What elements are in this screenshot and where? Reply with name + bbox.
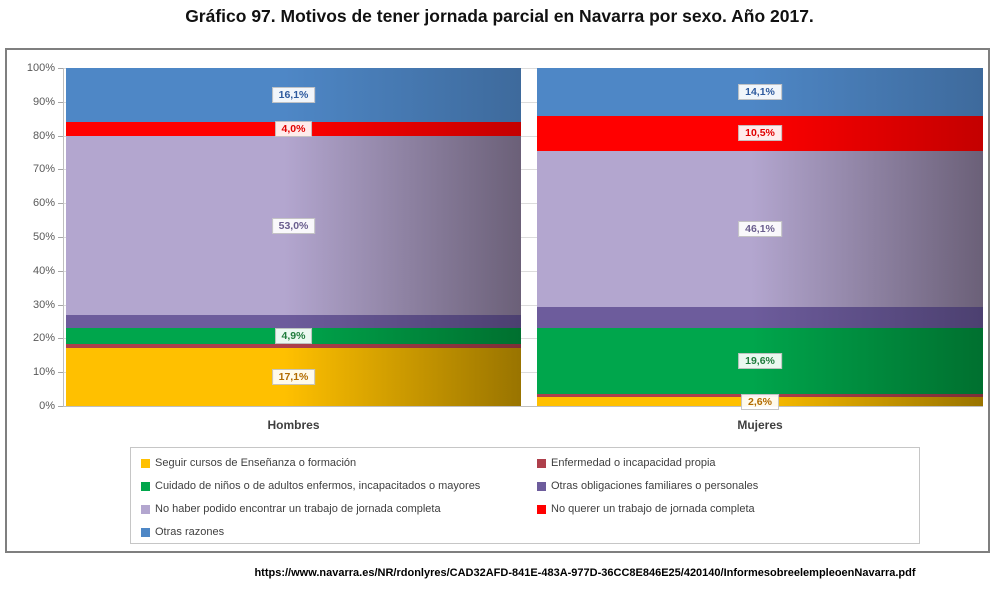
bar-segment: [66, 315, 521, 328]
legend-label: Otras razones: [155, 526, 225, 538]
legend-item: No haber podido encontrar un trabajo de …: [141, 501, 441, 517]
y-axis-tick: [58, 237, 63, 238]
legend-item: Seguir cursos de Enseñanza o formación: [141, 455, 356, 471]
legend-label: Enfermedad o incapacidad propia: [551, 457, 716, 469]
legend: Seguir cursos de Enseñanza o formación En…: [130, 447, 920, 544]
legend-item: No querer un trabajo de jornada completa: [537, 501, 755, 517]
bar-segment: [66, 344, 521, 349]
y-axis-label: 50%: [32, 231, 55, 243]
legend-swatch: [141, 504, 150, 514]
y-axis-tick: [58, 203, 63, 205]
y-axis-tick: [58, 406, 63, 407]
legend-item: Cuidado de niños o de adultos enfermos, …: [141, 478, 480, 494]
legend-swatch: [141, 527, 150, 537]
data-label: 2,6%: [741, 393, 779, 410]
legend-swatch: [141, 458, 150, 468]
y-axis-tick: [58, 372, 63, 374]
legend-swatch: [537, 504, 546, 514]
y-axis-label: 90%: [32, 95, 55, 108]
x-axis-label: Hombres: [267, 418, 320, 432]
legend-swatch: [537, 481, 546, 491]
y-axis-label: 10%: [32, 366, 55, 379]
legend-swatch: [141, 481, 150, 491]
axis-line: [63, 406, 983, 407]
data-label: 19,6%: [738, 352, 782, 369]
x-axis-label: Mujeres: [737, 418, 783, 432]
gridline: [64, 135, 983, 137]
legend-item: Otras razones: [141, 524, 224, 540]
legend-label: Cuidado de niños o de adultos enfermos, …: [155, 480, 481, 492]
data-label: 4,0%: [274, 121, 313, 138]
y-axis-tick: [58, 101, 63, 103]
chart-frame: 0% 10% 20% 30% 40% 50% 60% 70% 80% 90% 100% 17,1% 4,…: [5, 48, 990, 553]
legend-label: No haber podido encontrar un trabajo de …: [155, 503, 441, 515]
legend-label: No querer un trabajo de jornada completa: [551, 503, 755, 515]
data-label: 16,1%: [271, 87, 316, 104]
y-axis-label: 30%: [32, 298, 55, 311]
gridline: [64, 101, 983, 103]
data-label: 10,5%: [738, 125, 782, 142]
legend-item: Enfermedad o incapacidad propia: [537, 455, 716, 471]
y-axis-label: 70%: [32, 163, 55, 176]
y-axis-tick: [58, 338, 63, 340]
gridline: [64, 68, 983, 69]
source-url: https://www.navarra.es/NR/rdonlyres/CAD3…: [254, 567, 916, 579]
y-axis-label: 0%: [39, 400, 55, 412]
y-axis-label: 80%: [32, 129, 55, 142]
data-label: 17,1%: [271, 369, 316, 386]
y-axis-label: 100%: [26, 62, 55, 74]
y-axis-tick: [58, 270, 63, 272]
gridline: [64, 169, 983, 171]
gridline: [64, 203, 983, 205]
chart-title: Gráfico 97. Motivos de tener jornada par…: [185, 6, 814, 26]
gridline: [64, 304, 983, 306]
y-axis-label: 60%: [32, 197, 55, 210]
axis-line: [63, 68, 64, 407]
y-axis-tick: [58, 169, 63, 171]
y-axis-tick: [58, 304, 63, 306]
bar-segment: [537, 306, 983, 328]
legend-label: Seguir cursos de Enseñanza o formación: [155, 457, 357, 469]
data-label: 53,0%: [271, 217, 316, 234]
legend-swatch: [537, 458, 546, 468]
data-label: 14,1%: [738, 83, 782, 100]
y-axis-label: 40%: [32, 264, 55, 277]
gridline: [64, 338, 983, 340]
legend-item: Otras obligaciones familiares o personal…: [537, 478, 758, 494]
legend-label: Otras obligaciones familiares o personal…: [551, 480, 759, 492]
y-axis-tick: [58, 68, 63, 69]
data-label: 46,1%: [738, 221, 782, 238]
y-axis-label: 20%: [32, 332, 55, 345]
gridline: [64, 270, 983, 272]
data-label: 4,9%: [274, 327, 313, 344]
bar-hombres: [66, 68, 521, 406]
gridline: [64, 237, 983, 238]
plot-area: 0% 10% 20% 30% 40% 50% 60% 70% 80% 90% 100% 17,1% 4,…: [7, 50, 988, 551]
y-axis-tick: [58, 135, 63, 137]
gridline: [64, 372, 983, 374]
